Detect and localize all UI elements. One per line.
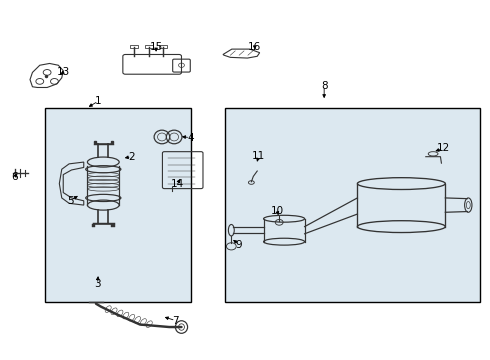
Text: 10: 10 <box>270 206 284 216</box>
Bar <box>92 225 95 226</box>
Text: 15: 15 <box>149 42 163 52</box>
Text: 5: 5 <box>67 196 74 206</box>
Text: 8: 8 <box>321 81 327 91</box>
Bar <box>130 45 138 48</box>
Bar <box>159 45 167 48</box>
Bar <box>111 225 115 226</box>
Text: 11: 11 <box>252 151 265 161</box>
Text: 2: 2 <box>128 152 135 162</box>
Bar <box>145 45 153 48</box>
Text: 3: 3 <box>94 279 101 289</box>
Bar <box>225 108 480 302</box>
Text: 14: 14 <box>171 179 184 189</box>
Text: 12: 12 <box>437 143 450 153</box>
Text: 1: 1 <box>95 96 102 106</box>
Bar <box>45 108 191 302</box>
Text: 9: 9 <box>236 239 243 249</box>
Text: 6: 6 <box>11 172 18 182</box>
Text: 7: 7 <box>172 316 179 325</box>
Text: 4: 4 <box>187 133 194 143</box>
Text: 16: 16 <box>248 42 261 51</box>
Text: 13: 13 <box>57 67 70 77</box>
